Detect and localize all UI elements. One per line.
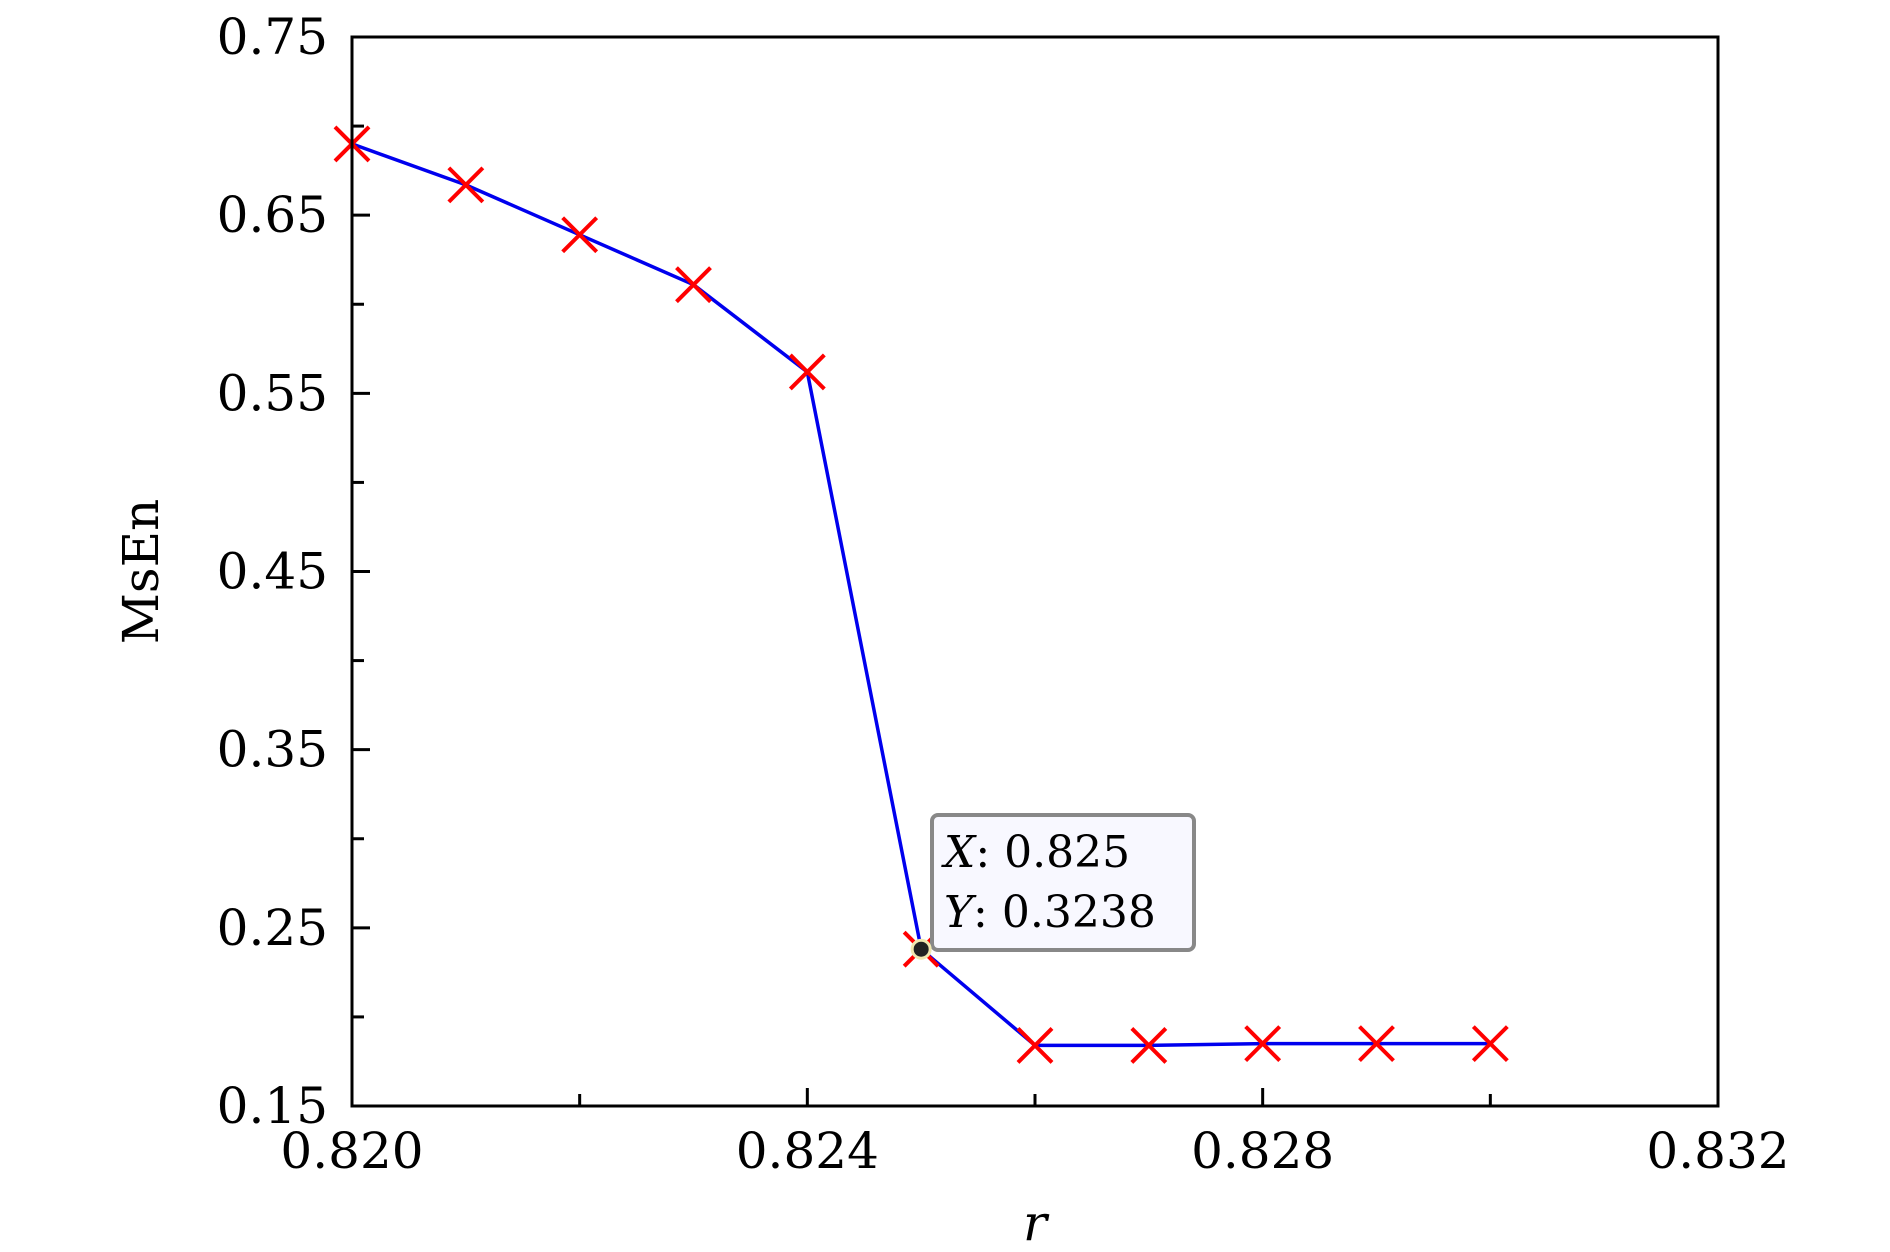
datatip-y-label: Y (944, 887, 977, 938)
data-point-marker (561, 216, 599, 254)
datatip-box (930, 813, 1196, 952)
marker-stroke (1358, 1025, 1395, 1063)
datatip-x-value: 0.825 (1004, 827, 1130, 878)
plot-frame (350, 35, 1720, 1108)
y-tick-label: 0.35 (217, 721, 328, 779)
marker-stroke (675, 266, 712, 304)
ticks-layer: 0.820 0.824 0.828 0.832 0.15 0.25 0.35 0.45 0.55… (217, 8, 1790, 1180)
y-tick-label: 0.45 (217, 543, 328, 601)
data-point-marker (788, 353, 826, 391)
datatip-x-line: X: 0.825 (941, 827, 1130, 878)
data-point-marker (675, 266, 712, 304)
y-tick-label: 0.55 (217, 364, 328, 422)
x-tick-label: 0.828 (1191, 1122, 1334, 1180)
y-tick-label: 0.65 (217, 186, 328, 244)
x-tick-label: 0.832 (1646, 1122, 1789, 1180)
x-tick-label: 0.820 (280, 1122, 423, 1180)
data-point-marker (447, 166, 485, 204)
data-point-marker (1244, 1025, 1282, 1063)
datatip-x-label: X (941, 827, 977, 878)
marker-stroke (561, 216, 599, 254)
series-line (351, 142, 1491, 1048)
series-layer (333, 125, 1509, 1064)
data-point-marker (1471, 1025, 1509, 1063)
marker-stroke (1130, 1027, 1168, 1064)
datatip[interactable]: X: 0.825 Y: 0.3238 (910, 813, 1196, 960)
x-tick-label: 0.824 (736, 1122, 879, 1180)
y-tick-label: 0.25 (217, 899, 328, 957)
x-axis-title: r (1023, 1194, 1050, 1252)
marker-stroke (1244, 1025, 1282, 1063)
data-point-marker (1358, 1025, 1395, 1063)
marker-stroke (447, 166, 485, 204)
marker-stroke (788, 353, 826, 391)
data-point-marker (1130, 1027, 1168, 1064)
datatip-y-line: Y: 0.3238 (944, 887, 1156, 938)
marker-stroke (1471, 1025, 1509, 1063)
data-point-marker (1016, 1027, 1054, 1064)
datatip-y-value: 0.3238 (1002, 887, 1156, 938)
marker-stroke (1016, 1027, 1054, 1064)
y-axis-title: MsEn (112, 499, 170, 645)
datatip-separator: : (975, 827, 1004, 878)
y-tick-label: 0.75 (217, 8, 328, 66)
y-tick-label: 0.15 (217, 1077, 328, 1135)
datatip-anchor-dot[interactable] (910, 938, 932, 960)
datatip-separator: : (973, 887, 1002, 938)
